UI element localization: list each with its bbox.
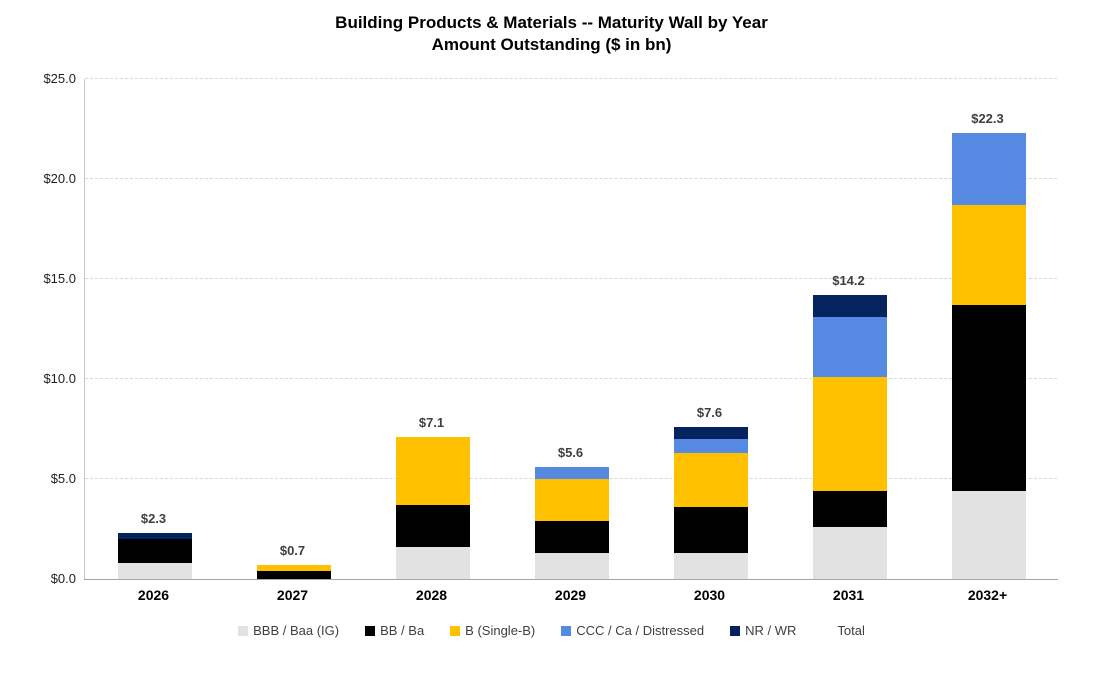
- x-axis-label: 2030: [693, 587, 726, 603]
- legend-label: BBB / Baa (IG): [253, 623, 340, 638]
- bar-segment: [534, 479, 609, 521]
- chart-title-line1: Building Products & Materials -- Maturit…: [335, 13, 768, 32]
- bar-2030: [673, 427, 748, 579]
- gridline: [85, 378, 1057, 379]
- plot-area: [84, 78, 1057, 579]
- x-axis-label: 2031: [832, 587, 865, 603]
- bar-segment: [673, 427, 748, 439]
- bar-segment: [951, 133, 1026, 205]
- y-axis-tick-label: $25.0: [43, 71, 76, 86]
- legend-item: BB / Ba: [365, 623, 424, 638]
- legend-swatch-icon: [365, 625, 376, 636]
- bar-segment: [117, 539, 192, 563]
- chart-title-line2: Amount Outstanding ($ in bn): [431, 35, 672, 54]
- legend-item: CCC / Ca / Distressed: [561, 623, 704, 638]
- bar-segment: [534, 521, 609, 553]
- gridline: [85, 78, 1057, 79]
- bar-total-label: $0.7: [279, 543, 306, 558]
- bar-2032+: [951, 133, 1026, 579]
- x-axis-label: 2029: [554, 587, 587, 603]
- bar-segment: [673, 453, 748, 507]
- bar-total-label: $7.6: [696, 405, 723, 420]
- bar-segment: [673, 439, 748, 453]
- bar-segment: [812, 295, 887, 317]
- bar-segment: [812, 377, 887, 491]
- y-axis-tick-label: $15.0: [43, 271, 76, 286]
- bar-segment: [117, 533, 192, 539]
- bar-segment: [117, 563, 192, 579]
- bar-segment: [812, 527, 887, 579]
- bar-total-label: $14.2: [832, 273, 865, 288]
- y-axis-tick-label: $0.0: [50, 571, 76, 586]
- x-axis-label: 2027: [276, 587, 309, 603]
- bar-segment: [395, 437, 470, 505]
- x-axis-label: 2026: [137, 587, 170, 603]
- bar-segment: [951, 205, 1026, 305]
- x-axis-label: 2032+: [967, 587, 1008, 603]
- y-axis-tick-label: $10.0: [43, 371, 76, 386]
- legend-item: BBB / Baa (IG): [238, 623, 339, 638]
- bar-2026: [117, 533, 192, 579]
- legend-item: NR / WR: [730, 623, 796, 638]
- bar-2031: [812, 295, 887, 579]
- legend-item: Total: [822, 623, 864, 638]
- bar-segment: [534, 553, 609, 579]
- bar-total-label: $5.6: [557, 445, 584, 460]
- gridline: [85, 278, 1057, 279]
- bar-segment: [812, 317, 887, 377]
- chart-title: Building Products & Materials -- Maturit…: [0, 12, 1103, 56]
- legend-swatch-icon: [730, 625, 741, 636]
- bar-2029: [534, 467, 609, 579]
- x-axis-label: 2028: [415, 587, 448, 603]
- bar-2028: [395, 437, 470, 579]
- legend-item: B (Single-B): [450, 623, 535, 638]
- y-axis-tick-label: $5.0: [50, 471, 76, 486]
- bar-segment: [256, 565, 331, 571]
- bar-segment: [673, 553, 748, 579]
- legend-label: Total: [837, 623, 865, 638]
- bar-segment: [812, 491, 887, 527]
- legend-swatch-icon: [822, 626, 832, 636]
- y-axis-tick-label: $20.0: [43, 171, 76, 186]
- bar-segment: [673, 507, 748, 553]
- legend-label: B (Single-B): [465, 623, 536, 638]
- bar-total-label: $7.1: [418, 415, 445, 430]
- bar-total-label: $22.3: [971, 111, 1004, 126]
- legend: BBB / Baa (IG) BB / Ba B (Single-B) CCC / C…: [0, 623, 1103, 638]
- bar-segment: [951, 305, 1026, 491]
- legend-swatch-icon: [450, 625, 461, 636]
- bar-segment: [534, 467, 609, 479]
- legend-swatch-icon: [238, 625, 249, 636]
- legend-label: CCC / Ca / Distressed: [576, 623, 705, 638]
- legend-label: BB / Ba: [380, 623, 425, 638]
- legend-label: NR / WR: [745, 623, 797, 638]
- bar-segment: [951, 491, 1026, 579]
- x-axis-line: [84, 579, 1058, 580]
- bar-total-label: $2.3: [140, 511, 167, 526]
- gridline: [85, 178, 1057, 179]
- bar-2027: [256, 565, 331, 579]
- legend-swatch-icon: [561, 625, 572, 636]
- bar-segment: [395, 505, 470, 547]
- bar-segment: [256, 571, 331, 579]
- bar-segment: [395, 547, 470, 579]
